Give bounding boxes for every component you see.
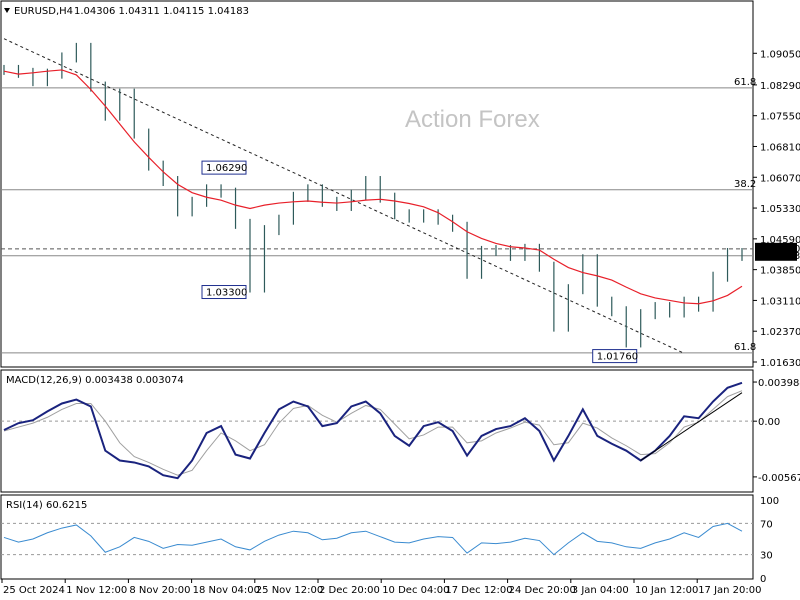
price-axis-label: 1.05330 [760,204,800,215]
moving-average-line [3,69,743,305]
watermark: Action Forex [405,106,540,133]
price-tag-label: 1.04350 [759,244,800,255]
time-axis-label: 8 Nov 20:00 [129,585,190,596]
time-axis-label: 25 Oct 2024 [3,585,65,596]
time-axis-label: 10 Jan 12:00 [635,585,698,596]
price-annotation-box [592,349,638,364]
fib-level-label: 61.8 [734,342,756,353]
macd-main-line [3,381,743,480]
rsi-axis-label: 30 [760,551,773,562]
price-axis-label: 1.04590 [760,235,800,246]
macd-axis-label: 0.00 [758,417,780,428]
time-axis-label: 24 Dec 20:00 [509,585,576,596]
price-axis-label: 1.06070 [760,173,800,184]
downtrend-line [3,38,685,354]
rsi-title: RSI(14) 60.6215 [6,500,87,511]
price-tag-label: 1.04183 [759,251,800,262]
price-axis-label: 1.07550 [760,112,800,123]
price-axis-label: 1.09050 [760,49,800,60]
rsi-axis-label: 70 [760,519,773,530]
rsi-axis-label: 0 [760,574,766,585]
price-annotation-box [201,285,247,300]
time-axis-label: 3 Jan 04:00 [572,585,629,596]
price-tag [755,242,797,254]
macd-panel-frame [0,369,754,493]
rsi-line [3,522,743,556]
price-axis-label: 1.03110 [760,296,800,307]
collapse-triangle-icon[interactable] [4,8,10,13]
fib-level-label: 61.8 [734,77,756,88]
time-axis-label: 17 Dec 12:00 [445,585,512,596]
symbol-title: EURUSD,H4 [14,6,73,17]
time-axis-label: 10 Dec 04:00 [382,585,449,596]
macd-axis-label: -0.00567 [758,473,800,484]
time-axis-label: 25 Nov 12:00 [256,585,323,596]
price-axis-label: 1.08290 [760,81,800,92]
time-axis-label: 2 Dec 20:00 [319,585,380,596]
macd-axis-label: 0.003984 [758,378,800,389]
price-annotation-label: 1.03300 [206,288,247,299]
macd-title: MACD(12,26,9) 0.003438 0.003074 [6,375,184,386]
price-axis-label: 1.06810 [760,142,800,153]
price-tag [755,249,797,261]
price-annotation-box [201,160,247,175]
time-axis-label: 17 Jan 20:00 [698,585,761,596]
rsi-panel-frame [0,494,754,580]
price-annotation-label: 1.01760 [597,352,638,363]
time-axis-label: 1 Nov 12:00 [66,585,127,596]
macd-signal-line [3,390,743,476]
price-annotation-label: 1.06290 [206,163,247,174]
time-axis-label: 18 Nov 04:00 [193,585,260,596]
price-axis-label: 1.02370 [760,327,800,338]
fib-level-label: 38.2 [734,179,756,190]
ohlc-readout: 1.04306 1.04311 1.04115 1.04183 [74,6,249,17]
price-panel-frame [0,0,754,368]
price-axis-label: 1.03850 [760,266,800,277]
rsi-axis-label: 100 [760,496,779,507]
price-axis-label: 1.01630 [760,358,800,369]
macd-trendline [640,392,743,461]
